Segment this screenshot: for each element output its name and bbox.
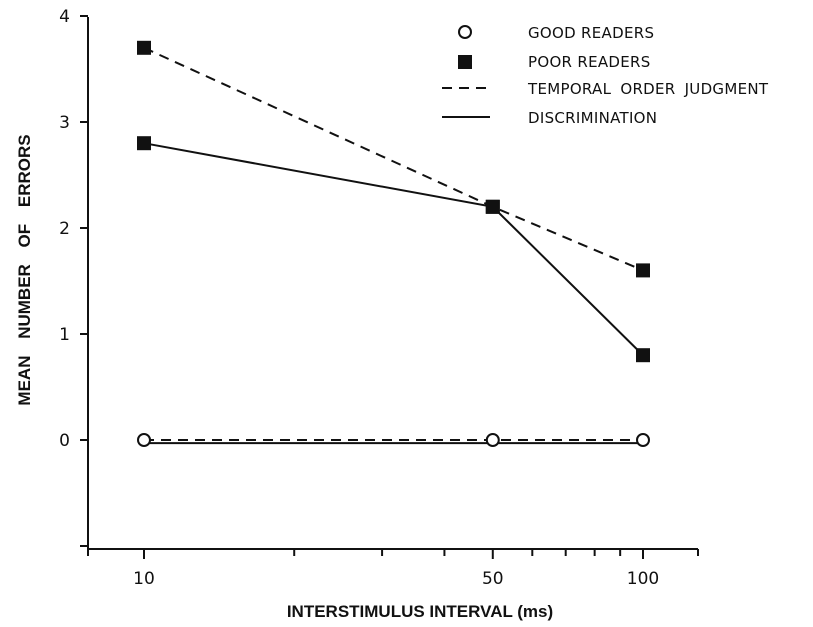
legend-marker-poor-readers [458, 55, 472, 69]
legend-label-good-readers: GOOD READERS [528, 24, 654, 42]
x-tick-label-10: 10 [133, 569, 155, 589]
point-good-temporal-10 [137, 433, 151, 447]
y-tick-label-3: 3 [59, 113, 70, 133]
legend-label-discrimination: DISCRIMINATION [528, 109, 657, 127]
y-tick-label-4: 4 [59, 7, 70, 27]
series-lines [143, 46, 644, 445]
point-good-temporal-100 [636, 433, 650, 447]
y-tick-label-1: 1 [59, 325, 70, 345]
legend: GOOD READERS POOR READERS TEMPORAL ORDER… [442, 24, 769, 127]
legend-label-poor-readers: POOR READERS [528, 53, 651, 71]
x-tick-label-50: 50 [482, 569, 504, 589]
y-tick-label-0: 0 [59, 431, 70, 451]
legend-label-temporal: TEMPORAL ORDER JUDGMENT [527, 80, 769, 98]
point-poor-discrimination-50 [485, 199, 500, 214]
x-tick-label-100: 100 [627, 569, 659, 589]
x-axis-ticks: 10 50 100 [87, 549, 699, 589]
point-poor-discrimination-10 [137, 136, 151, 151]
x-axis-title: INTERSTIMULUS INTERVAL (ms) [287, 602, 553, 621]
point-poor-temporal-100 [636, 263, 650, 278]
series-markers [137, 40, 650, 447]
point-poor-discrimination-100 [636, 348, 650, 363]
y-axis-ticks: 0 1 2 3 4 [59, 7, 88, 547]
series-line-poor-discrimination [143, 142, 644, 356]
legend-marker-good-readers [458, 25, 472, 39]
point-poor-temporal-10 [137, 40, 151, 55]
y-tick-label-2: 2 [59, 219, 70, 239]
point-good-temporal-50 [485, 433, 500, 447]
y-axis-title: MEAN NUMBER OF ERRORS [15, 134, 34, 405]
